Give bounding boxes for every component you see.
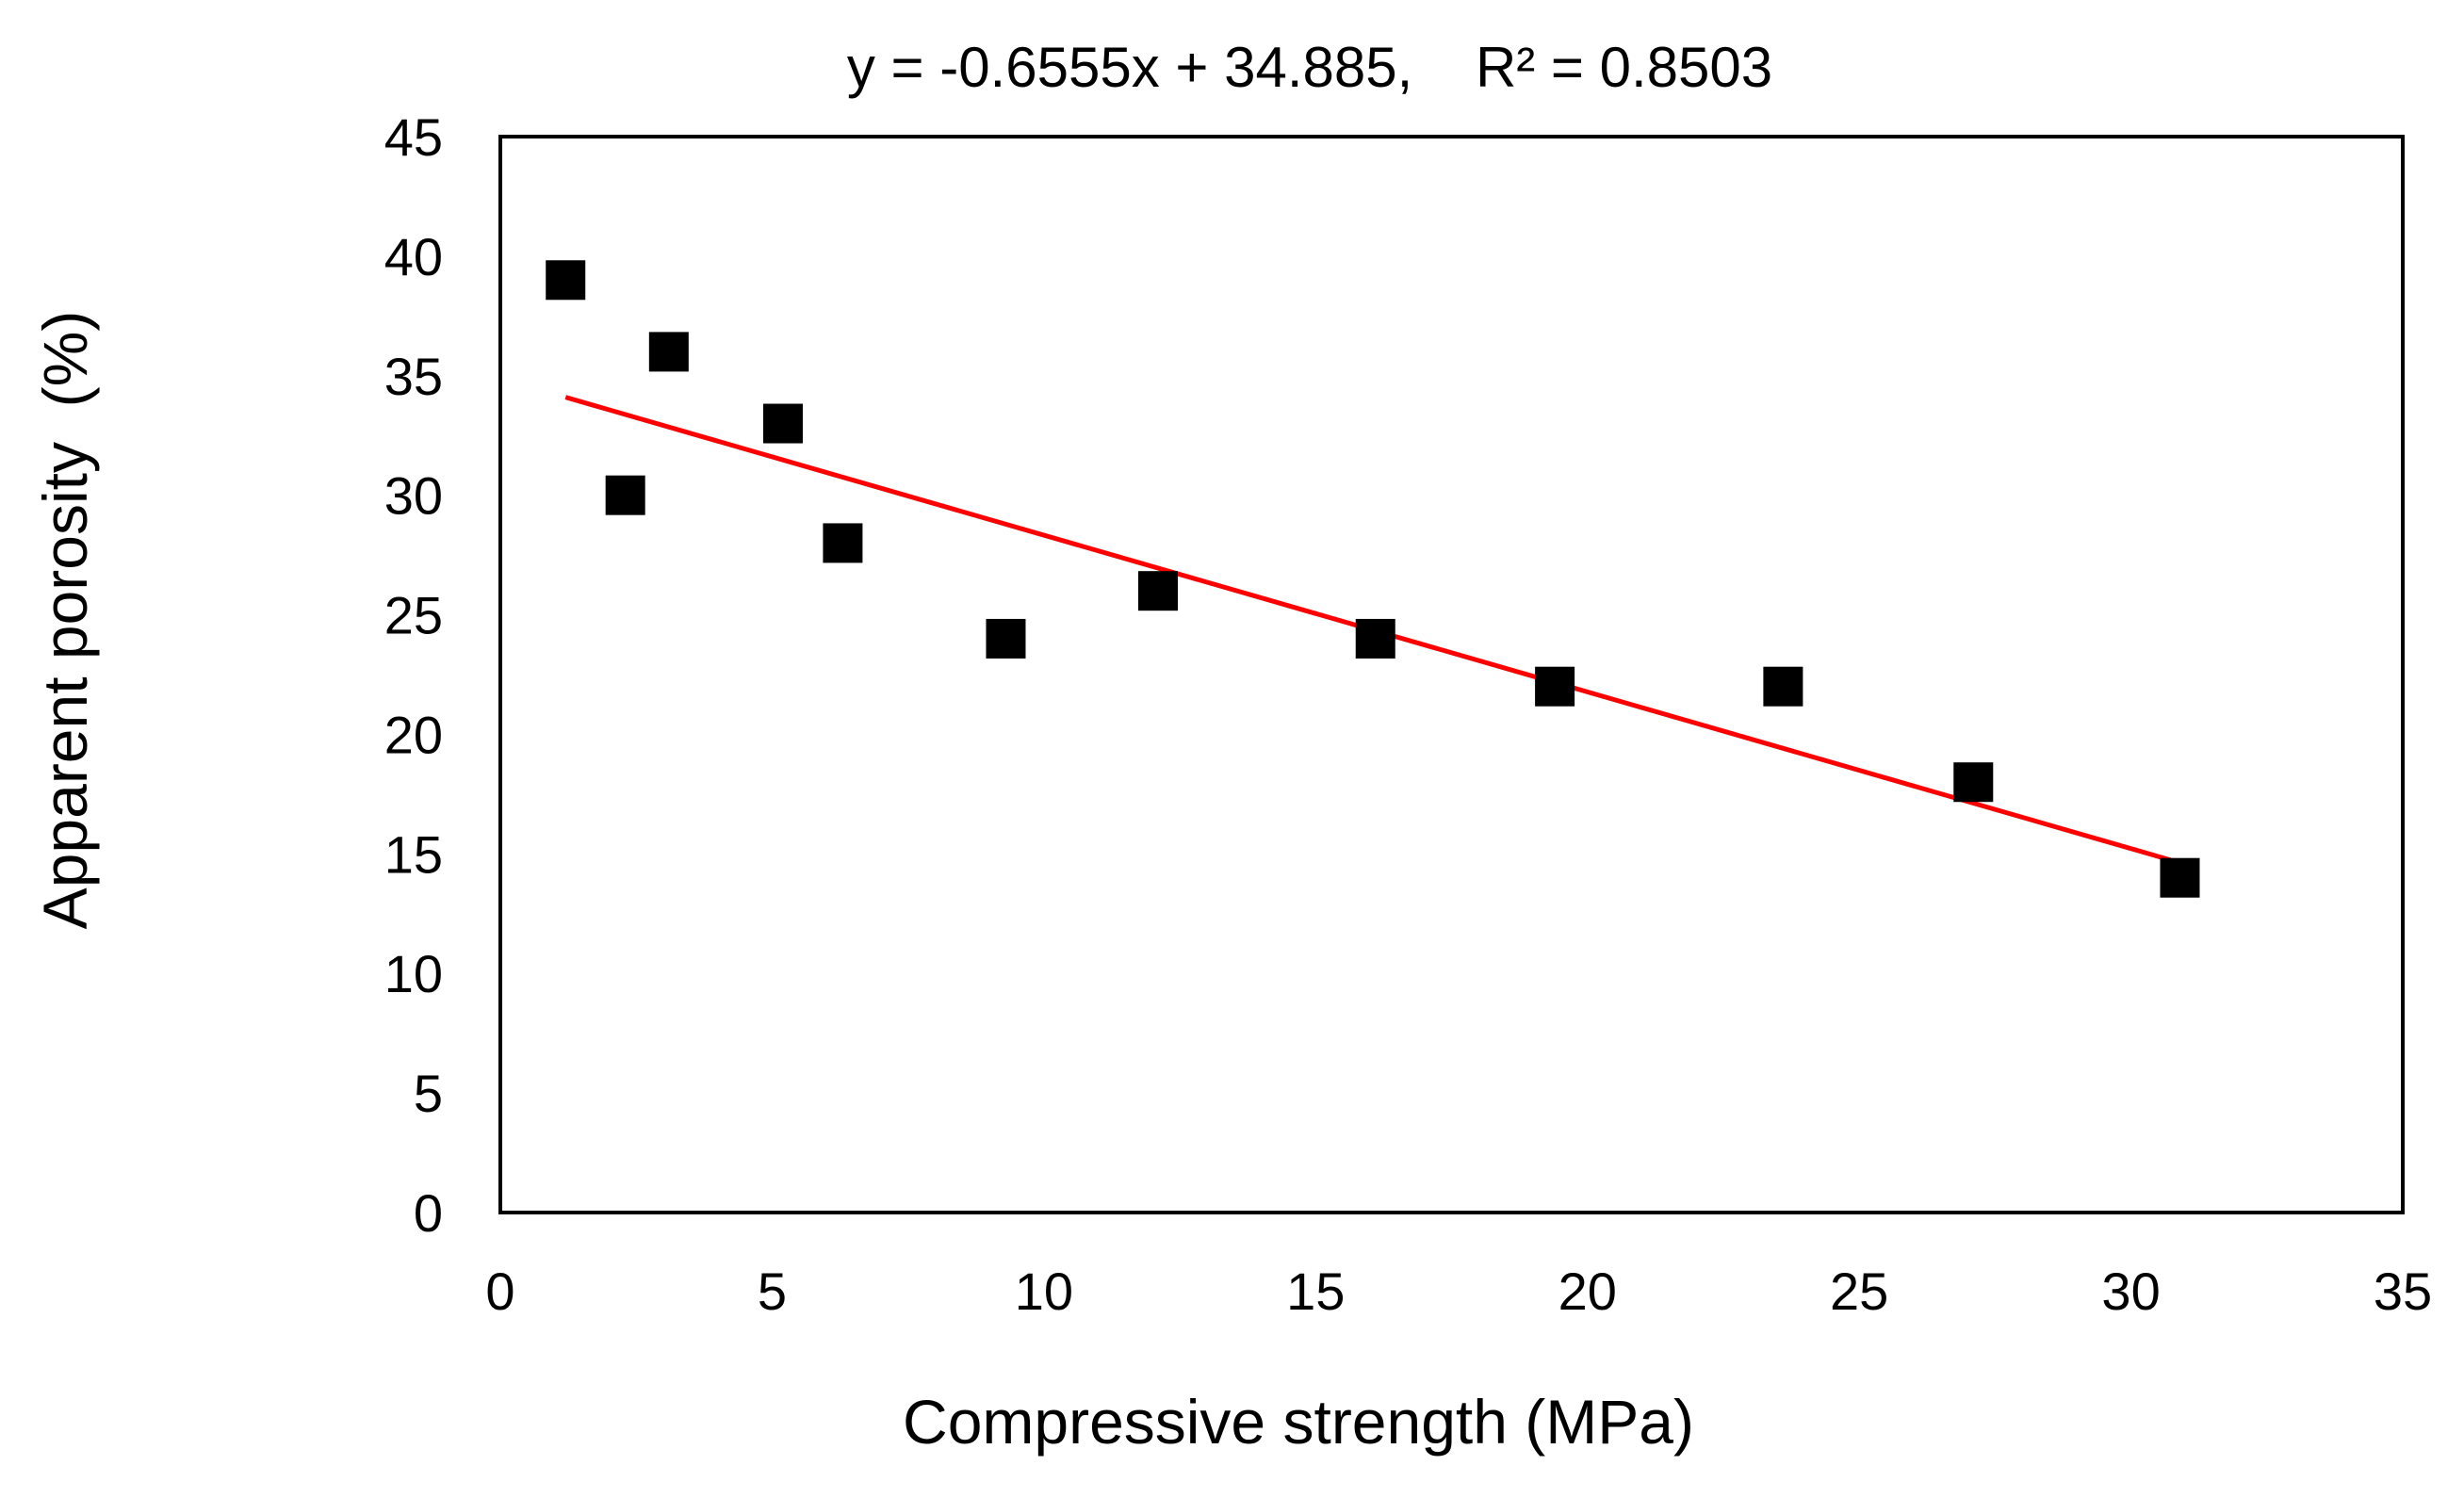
- y-tick-label-35: 35: [384, 347, 443, 406]
- y-tick-label-25: 25: [384, 586, 443, 645]
- x-tick-label-35: 35: [2374, 1262, 2432, 1321]
- data-point-9: [1535, 666, 1575, 707]
- x-tick-label-10: 10: [1015, 1262, 1073, 1321]
- data-point-7: [1137, 571, 1178, 611]
- data-point-11: [1953, 762, 1994, 803]
- x-tick-label-20: 20: [1558, 1262, 1617, 1321]
- x-tick-label-0: 0: [485, 1262, 514, 1321]
- plot-area-frame: [498, 135, 2405, 1214]
- data-point-2: [605, 475, 645, 515]
- data-point-4: [762, 403, 803, 444]
- data-point-10: [1763, 666, 1803, 707]
- data-point-1: [546, 260, 586, 301]
- y-tick-label-45: 45: [384, 107, 443, 167]
- data-point-3: [648, 332, 689, 372]
- x-axis-tick-labels: 0 5 10 15 20 25 30 35: [485, 1262, 2432, 1321]
- data-point-8: [1355, 618, 1395, 659]
- y-tick-label-5: 5: [414, 1064, 443, 1123]
- y-tick-label-30: 30: [384, 466, 443, 526]
- data-point-6: [986, 618, 1026, 659]
- y-tick-label-0: 0: [414, 1183, 443, 1243]
- x-tick-label-30: 30: [2101, 1262, 2160, 1321]
- x-tick-label-5: 5: [758, 1262, 787, 1321]
- y-tick-label-10: 10: [384, 944, 443, 1003]
- y-axis-tick-labels: 0 5 10 15 20 25 30 35 40 45: [384, 107, 443, 1243]
- y-tick-label-40: 40: [384, 227, 443, 286]
- x-tick-label-15: 15: [1286, 1262, 1345, 1321]
- y-axis-title: Apparent porosity (%): [30, 311, 100, 930]
- x-tick-label-25: 25: [1830, 1262, 1888, 1321]
- x-axis-title: Compressive strength (MPa): [903, 1387, 1694, 1457]
- data-point-12: [2160, 857, 2200, 898]
- data-point-5: [823, 523, 863, 563]
- trendline-equation: y = -0.6555x + 34.885, R² = 0.8503: [847, 36, 1772, 99]
- data-points: [546, 260, 2200, 898]
- y-tick-label-20: 20: [384, 705, 443, 764]
- y-tick-label-15: 15: [384, 824, 443, 884]
